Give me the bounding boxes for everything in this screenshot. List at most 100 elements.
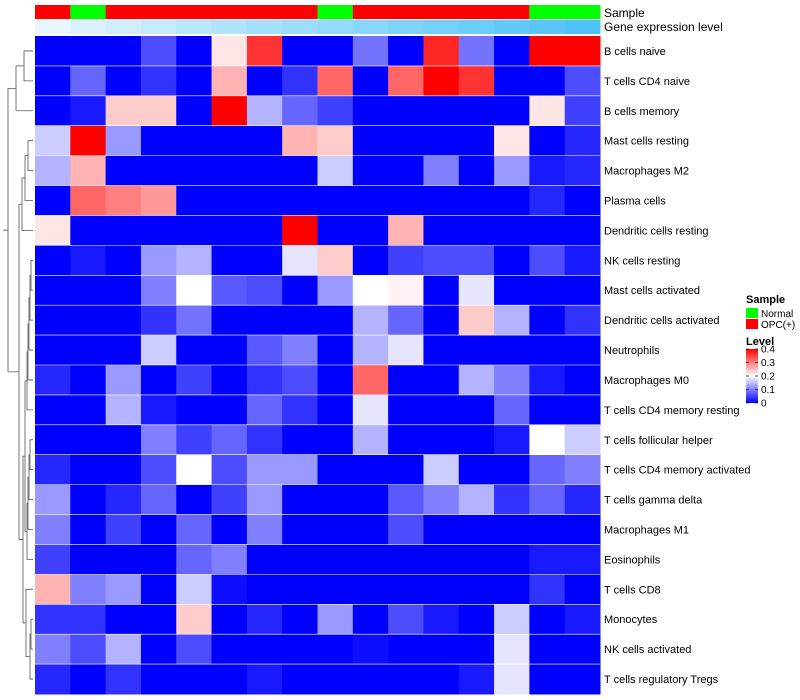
- heatmap-cell: [246, 394, 283, 426]
- heatmap-cell: [564, 514, 601, 545]
- sample-annotation-cell: [317, 5, 354, 19]
- heatmap-cell: [423, 155, 460, 187]
- heatmap-cell: [140, 365, 177, 396]
- heatmap-cell: [246, 275, 283, 306]
- row-label: T cells regulatory Tregs: [604, 674, 719, 686]
- heatmap-cell: [176, 544, 213, 575]
- heatmap-cell: [494, 365, 530, 396]
- heatmap-cell: [317, 664, 354, 695]
- heatmap-cell: [494, 664, 530, 695]
- heatmap-cell: [388, 394, 424, 426]
- dendrogram-branch: [18, 203, 23, 540]
- heatmap-cell: [70, 574, 107, 605]
- heatmap-cell: [282, 245, 318, 276]
- heatmap-cell: [105, 215, 142, 246]
- heatmap-cell: [352, 664, 389, 695]
- heatmap-cell: [246, 604, 283, 635]
- heatmap-cell: [494, 155, 530, 187]
- heatmap-cell: [317, 335, 354, 366]
- heatmap-cell: [282, 604, 318, 635]
- heatmap-cell: [35, 155, 71, 187]
- heatmap-cell: [176, 65, 213, 97]
- heatmap-cell: [35, 664, 71, 695]
- sample-annotation-cell: [282, 5, 318, 19]
- heatmap-cell: [529, 514, 566, 545]
- dendrogram-branch: [22, 455, 26, 624]
- heatmap-cell: [246, 454, 283, 486]
- heatmap-cell: [388, 125, 424, 157]
- heatmap-cell: [35, 36, 71, 67]
- heatmap-cell: [35, 185, 71, 216]
- heatmap-cell: [70, 544, 107, 575]
- heatmap-cell: [105, 95, 142, 127]
- heatmap-cell: [105, 155, 142, 187]
- heatmap-cell: [352, 275, 389, 306]
- heatmap-cell: [564, 36, 601, 67]
- row-label: Monocytes: [604, 614, 658, 626]
- heatmap-cell: [317, 125, 354, 157]
- row-label: T cells CD4 memory activated: [604, 465, 751, 477]
- heatmap-cell: [423, 574, 460, 605]
- heatmap-cell: [282, 95, 318, 127]
- heatmap-cell: [70, 65, 107, 97]
- heatmap-cell: [70, 125, 107, 157]
- heatmap-cell: [105, 514, 142, 545]
- heatmap-cell: [105, 245, 142, 276]
- heatmap-cell: [176, 664, 213, 695]
- heatmap-cell: [70, 95, 107, 127]
- heatmap-cell: [423, 185, 460, 216]
- heatmap-cell: [35, 125, 71, 157]
- row-label: Macrophages M0: [604, 375, 689, 387]
- heatmap-cell: [282, 394, 318, 426]
- heatmap-cell: [105, 424, 142, 456]
- heatmap-cell: [282, 335, 318, 366]
- heatmap-cell: [529, 664, 566, 695]
- heatmap-cell: [529, 574, 566, 605]
- gene-expression-cell: [458, 20, 495, 34]
- heatmap-cell: [564, 215, 601, 246]
- heatmap-cell: [352, 544, 389, 575]
- heatmap-cell: [317, 604, 354, 635]
- heatmap-cell: [388, 305, 424, 336]
- heatmap-cell: [564, 65, 601, 97]
- heatmap-cell: [564, 454, 601, 486]
- heatmap-cell: [352, 454, 389, 486]
- heatmap-cell: [564, 185, 601, 216]
- dendrogram-branch: [25, 588, 33, 658]
- legend-tick-label: 0.1: [761, 385, 775, 396]
- heatmap-cell: [35, 484, 71, 516]
- heatmap-cell: [388, 634, 424, 665]
- heatmap-cell: [529, 155, 566, 187]
- heatmap-cell: [458, 335, 495, 366]
- heatmap-cell: [211, 484, 248, 516]
- heatmap-cell: [246, 484, 283, 516]
- sample-annotation-cell: [35, 5, 71, 19]
- heatmap-cell: [282, 514, 318, 545]
- heatmap-cell: [529, 65, 566, 97]
- legend-tick-label: 0.2: [761, 372, 775, 383]
- heatmap-cell: [282, 275, 318, 306]
- heatmap-cell: [105, 604, 142, 635]
- heatmap-cell: [388, 574, 424, 605]
- heatmap-cell: [211, 424, 248, 456]
- heatmap-cell: [388, 365, 424, 396]
- heatmap-cell: [105, 125, 142, 157]
- heatmap-cell: [458, 305, 495, 336]
- legend-level-title: Level: [746, 336, 774, 348]
- heatmap-cell: [494, 36, 530, 67]
- heatmap-cell: [529, 454, 566, 486]
- legend-opc-label: OPC(+): [761, 320, 795, 331]
- heatmap-cell: [246, 155, 283, 187]
- heatmap-cell: [35, 215, 71, 246]
- heatmap-cell: [317, 514, 354, 545]
- heatmap-cell: [211, 275, 248, 306]
- heatmap-cell: [140, 394, 177, 426]
- heatmap-cell: [246, 185, 283, 216]
- heatmap-cell: [529, 394, 566, 426]
- heatmap-cell: [140, 544, 177, 575]
- sample-annotation-cell: [458, 5, 495, 19]
- heatmap-cell: [388, 514, 424, 545]
- heatmap-cell: [140, 514, 177, 545]
- heatmap-cell: [140, 305, 177, 336]
- heatmap-cell: [211, 544, 248, 575]
